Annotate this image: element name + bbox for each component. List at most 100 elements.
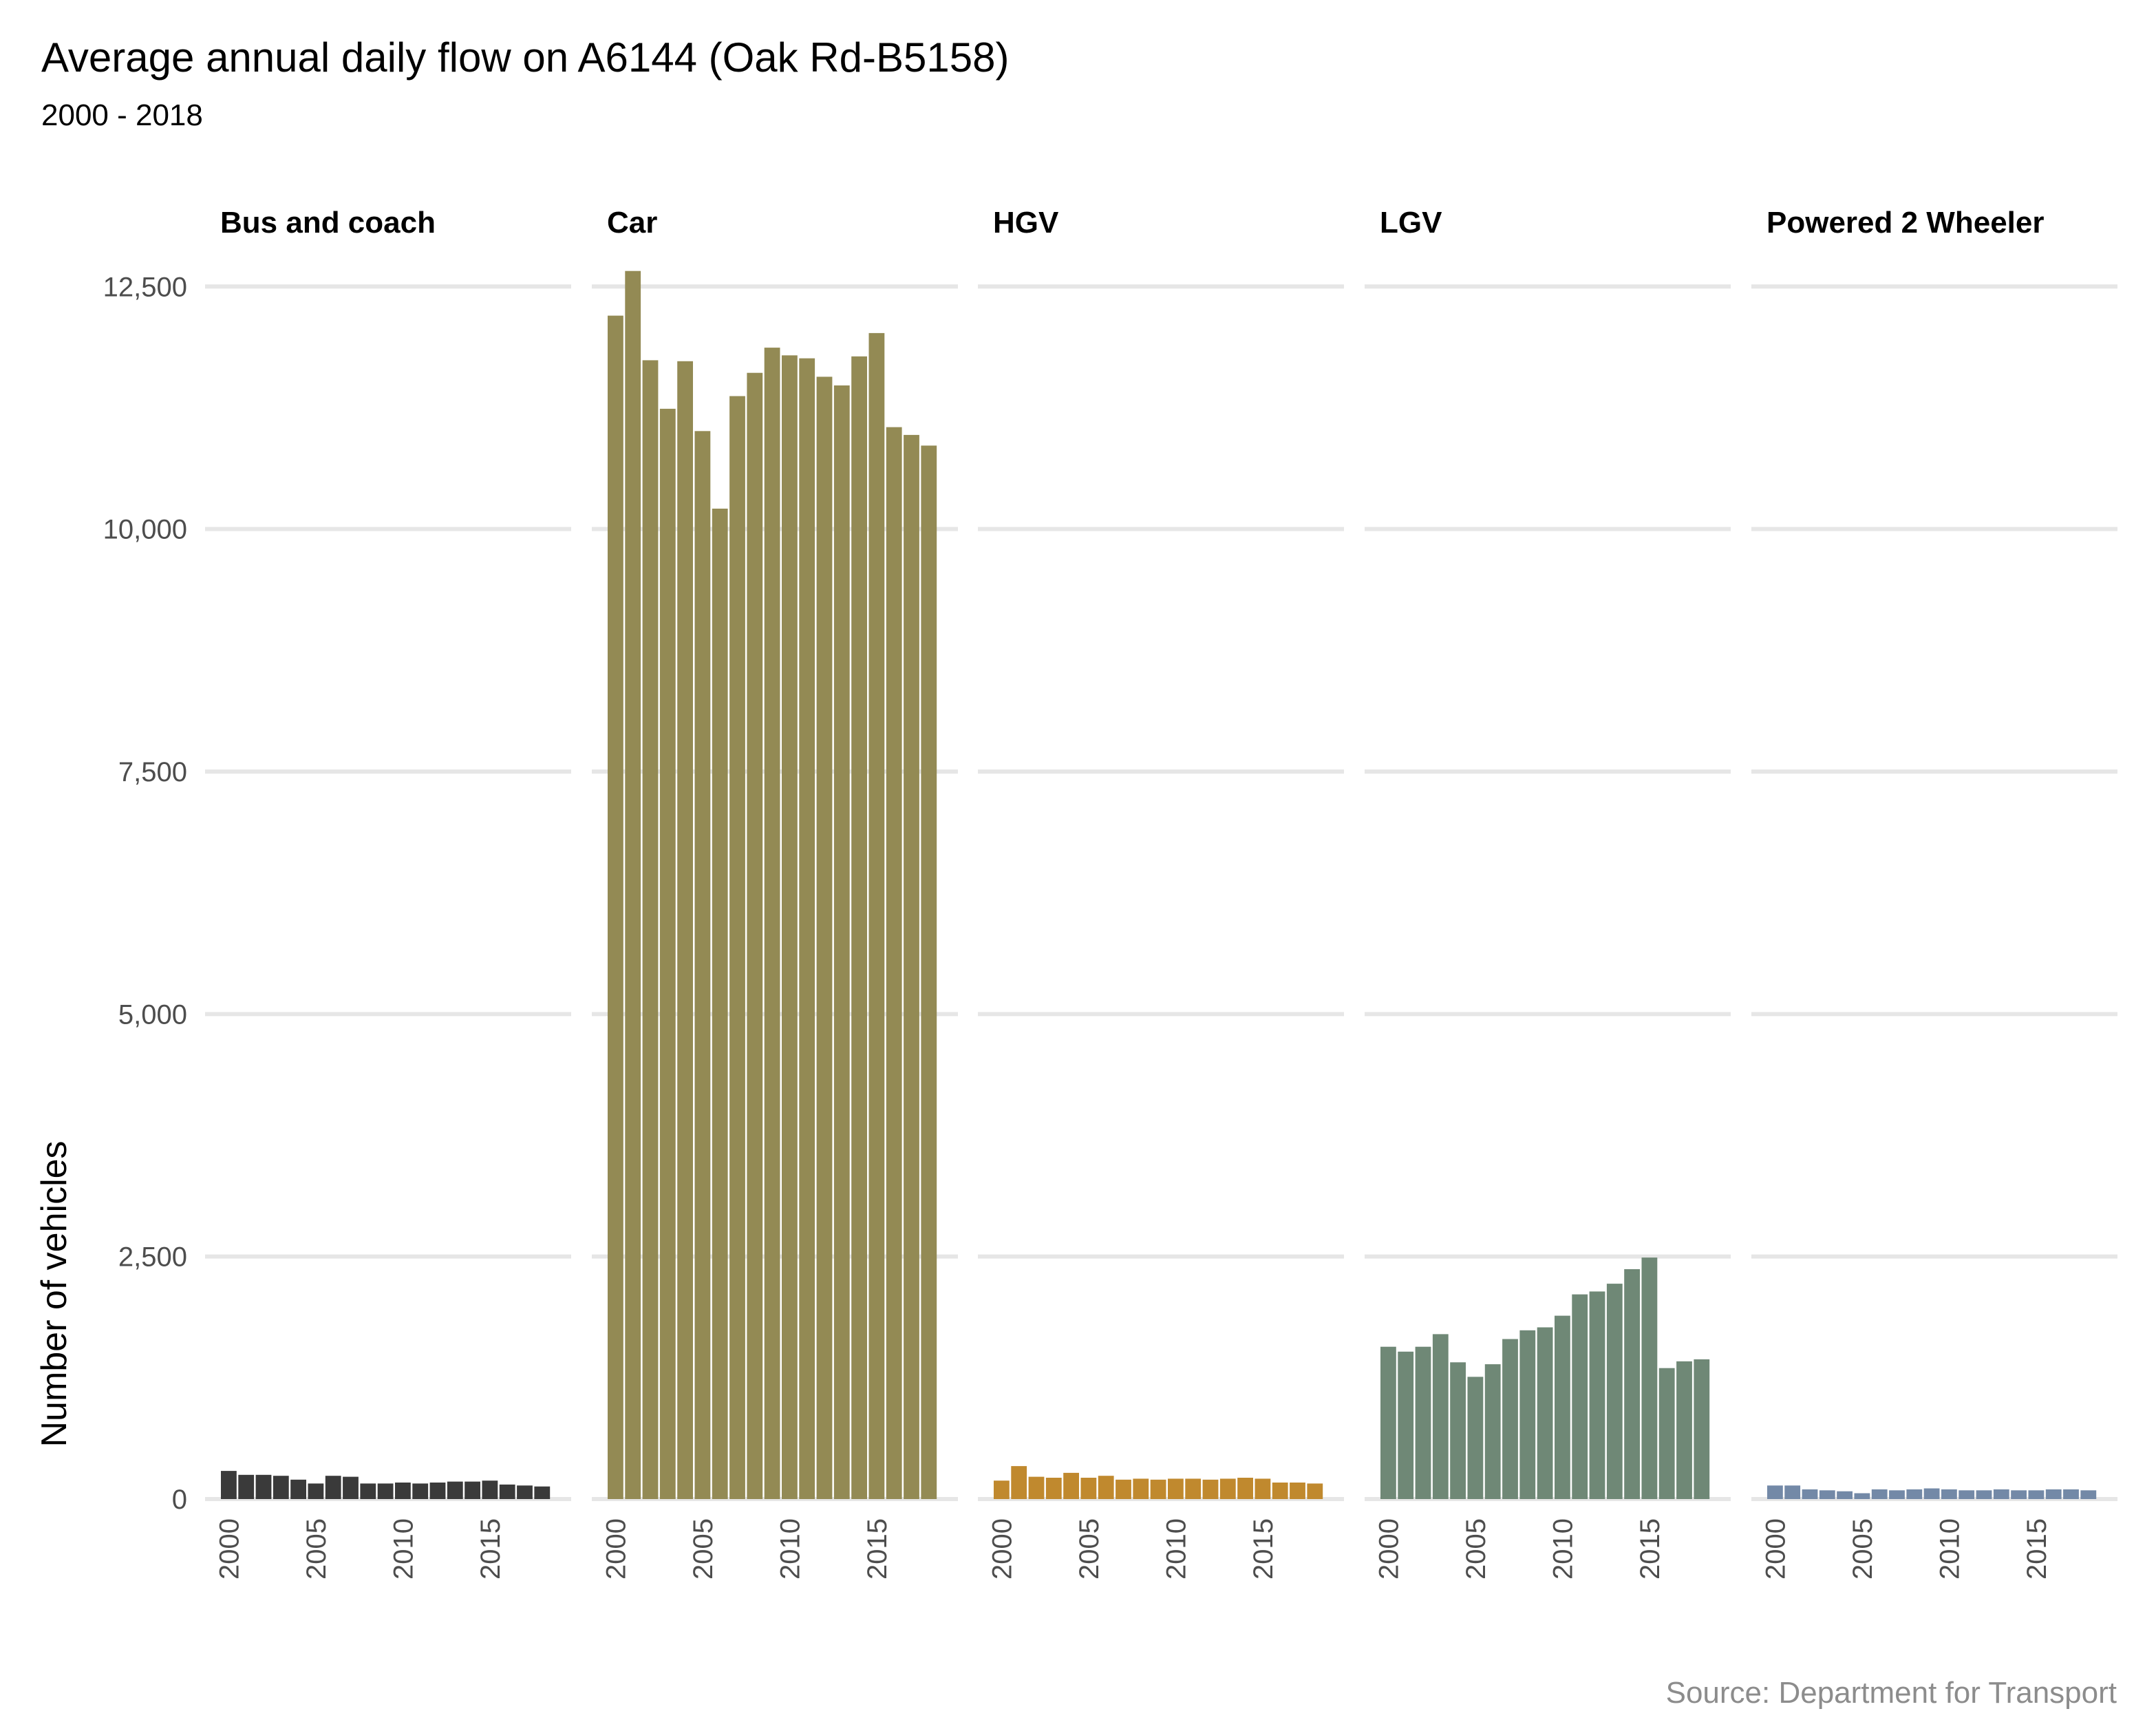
- bar-2017: [1676, 1361, 1692, 1499]
- y-axis-label: Number of vehicles: [34, 1140, 74, 1447]
- bar-2004: [290, 1479, 306, 1499]
- x-tick-label: 2000: [987, 1518, 1017, 1580]
- bar-2014: [1624, 1269, 1640, 1499]
- bar-2016: [499, 1484, 515, 1499]
- x-tick-label: 2005: [688, 1518, 718, 1580]
- bar-2012: [1589, 1291, 1605, 1499]
- bar-2012: [1202, 1479, 1219, 1499]
- bar-2005: [308, 1483, 324, 1499]
- y-tick-label: 0: [172, 1485, 187, 1515]
- bar-2001: [238, 1474, 255, 1499]
- bar-2010: [1555, 1315, 1570, 1499]
- bar-2015: [868, 332, 885, 1499]
- y-tick-label: 7,500: [118, 757, 187, 787]
- bar-2013: [1606, 1284, 1623, 1499]
- bar-2009: [377, 1483, 394, 1499]
- x-tick-label: 2010: [1548, 1518, 1578, 1580]
- bar-2008: [1519, 1330, 1536, 1499]
- chart-caption: Source: Department for Transport: [1666, 1676, 2117, 1710]
- bar-2015: [1255, 1478, 1271, 1499]
- bar-2017: [2063, 1489, 2079, 1499]
- x-tick-label: 2010: [1934, 1518, 1965, 1580]
- bar-2014: [2011, 1490, 2027, 1499]
- bar-2001: [1398, 1351, 1414, 1499]
- bar-2008: [360, 1483, 376, 1499]
- bar-2006: [325, 1476, 341, 1499]
- bar-2016: [886, 427, 902, 1499]
- bar-2002: [1802, 1489, 1818, 1499]
- facet-label: Bus and coach: [220, 206, 436, 240]
- bar-2016: [1658, 1368, 1675, 1499]
- x-tick-label: 2000: [601, 1518, 631, 1580]
- y-axis-tick-labels: 0 2,500 5,000 7,500 10,000 12,500: [103, 272, 187, 1515]
- bar-2008: [1906, 1489, 1923, 1499]
- y-tick-label: 12,500: [103, 272, 187, 302]
- bar-2018: [1307, 1483, 1323, 1499]
- facet-bus-and-coach: Bus and coach 2000 2005 2010 2015: [205, 206, 571, 1580]
- bar-2004: [1837, 1491, 1853, 1499]
- facet-powered-2-wheeler: Powered 2 Wheeler 2000 2005 2010 2015: [1751, 206, 2117, 1580]
- bar-2013: [1993, 1489, 2009, 1499]
- x-tick-label: 2010: [1161, 1518, 1191, 1580]
- x-tick-label: 2015: [476, 1518, 506, 1580]
- bar-2014: [1237, 1478, 1253, 1499]
- bar-2012: [429, 1483, 446, 1499]
- bar-2010: [1168, 1478, 1184, 1499]
- facet-hgv: HGV 2000 2005 2010 2015: [978, 206, 1344, 1580]
- bar-2003: [1819, 1490, 1835, 1499]
- y-tick-label: 5,000: [118, 999, 187, 1030]
- y-tick-label: 10,000: [103, 515, 187, 545]
- bar-2005: [1080, 1478, 1097, 1499]
- facet-label: Car: [607, 206, 657, 240]
- bar-2006: [1484, 1364, 1501, 1499]
- bar-2003: [1045, 1478, 1062, 1499]
- bar-2003: [273, 1476, 289, 1499]
- bar-2009: [1923, 1488, 1940, 1499]
- x-tick-label: 2015: [1635, 1518, 1665, 1580]
- bar-2018: [921, 445, 937, 1499]
- bar-2002: [642, 360, 659, 1499]
- x-tick-label: 2015: [862, 1518, 893, 1580]
- bar-2007: [1889, 1490, 1905, 1499]
- bar-2017: [904, 434, 919, 1499]
- x-tick-label: 2015: [1248, 1518, 1279, 1580]
- facet-label: LGV: [1380, 206, 1442, 240]
- facet-lgv: LGV 2000 2005 2010 2015: [1365, 206, 1731, 1580]
- bar-2000: [221, 1471, 237, 1499]
- bar-2007: [1116, 1479, 1131, 1499]
- bar-2011: [799, 358, 815, 1499]
- bar-2012: [1976, 1490, 1992, 1499]
- facet-label: Powered 2 Wheeler: [1767, 206, 2044, 240]
- x-tick-label: 2010: [388, 1518, 418, 1580]
- facet-panels: Bus and coach 2000 2005 2010 2015 Car 2000 2005…: [205, 206, 2117, 1580]
- bar-2002: [1028, 1476, 1045, 1499]
- bar-2002: [1415, 1346, 1431, 1499]
- bar-2013: [447, 1481, 463, 1499]
- bar-2004: [1450, 1362, 1466, 1499]
- bar-2015: [482, 1480, 498, 1499]
- bar-2005: [1854, 1493, 1870, 1499]
- x-tick-label: 2000: [214, 1518, 244, 1580]
- bar-2001: [1011, 1466, 1027, 1499]
- bar-2010: [395, 1483, 411, 1499]
- bar-2009: [764, 348, 780, 1500]
- bar-2010: [1941, 1489, 1957, 1499]
- bar-2007: [343, 1476, 359, 1499]
- bar-2000: [994, 1480, 1010, 1499]
- bar-2005: [1467, 1377, 1484, 1499]
- bar-2018: [1694, 1359, 1710, 1499]
- bar-2011: [412, 1483, 429, 1499]
- bar-2006: [1871, 1489, 1888, 1499]
- bar-2018: [2080, 1490, 2097, 1499]
- bar-2004: [677, 361, 693, 1499]
- y-tick-label: 2,500: [118, 1242, 187, 1273]
- bar-2008: [747, 372, 763, 1500]
- bar-2012: [816, 376, 833, 1499]
- bar-2011: [1958, 1490, 1975, 1499]
- bar-2006: [1098, 1476, 1114, 1499]
- bar-2006: [712, 509, 728, 1499]
- chart-title: Average annual daily flow on A6144 (Oak …: [41, 34, 1009, 81]
- x-tick-label: 2000: [1374, 1518, 1404, 1580]
- bar-2003: [1432, 1334, 1449, 1499]
